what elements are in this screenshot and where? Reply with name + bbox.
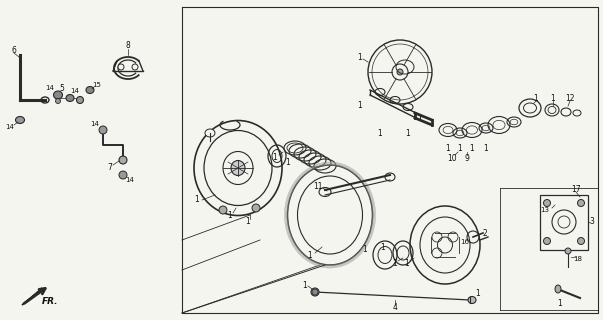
Text: 1: 1 xyxy=(534,93,538,102)
Text: 1: 1 xyxy=(245,218,250,227)
Text: 15: 15 xyxy=(93,82,101,88)
Circle shape xyxy=(119,156,127,164)
Text: 2: 2 xyxy=(482,228,487,237)
Text: 1: 1 xyxy=(286,157,291,166)
Circle shape xyxy=(252,204,260,212)
Text: 1: 1 xyxy=(458,143,463,153)
Text: 16: 16 xyxy=(461,239,470,245)
Text: 1: 1 xyxy=(303,281,308,290)
Text: 10: 10 xyxy=(447,154,457,163)
Text: 6: 6 xyxy=(11,45,16,54)
Text: 14: 14 xyxy=(90,121,99,127)
Text: 1: 1 xyxy=(405,259,409,268)
Text: 1: 1 xyxy=(476,289,481,298)
Text: 1: 1 xyxy=(358,100,362,109)
Ellipse shape xyxy=(231,161,245,175)
Circle shape xyxy=(543,199,551,206)
Ellipse shape xyxy=(205,129,215,137)
Ellipse shape xyxy=(311,288,319,296)
Text: 1: 1 xyxy=(406,129,411,138)
Text: 17: 17 xyxy=(571,185,581,194)
Text: 12: 12 xyxy=(565,93,575,102)
Ellipse shape xyxy=(86,86,94,93)
Text: 1: 1 xyxy=(558,300,563,308)
Text: 4: 4 xyxy=(393,303,397,313)
Text: 7: 7 xyxy=(107,163,112,172)
Text: 1: 1 xyxy=(195,196,200,204)
Text: 1: 1 xyxy=(308,251,312,260)
Text: 1: 1 xyxy=(273,153,277,162)
Text: 11: 11 xyxy=(313,181,323,190)
Text: 5: 5 xyxy=(60,84,65,92)
Ellipse shape xyxy=(66,94,74,101)
Polygon shape xyxy=(22,288,42,305)
Text: 3: 3 xyxy=(590,218,595,227)
Text: 9: 9 xyxy=(464,154,470,163)
Text: 14: 14 xyxy=(125,177,134,183)
Circle shape xyxy=(312,289,318,295)
Text: 1: 1 xyxy=(393,259,397,268)
Text: FR.: FR. xyxy=(42,298,58,307)
Text: 1: 1 xyxy=(446,143,450,153)
Text: 14: 14 xyxy=(5,124,14,130)
Circle shape xyxy=(565,248,571,254)
Ellipse shape xyxy=(77,97,83,103)
Text: 1: 1 xyxy=(362,245,367,254)
Text: 1: 1 xyxy=(470,143,475,153)
Text: 1: 1 xyxy=(227,211,232,220)
Ellipse shape xyxy=(555,285,561,293)
Text: 1: 1 xyxy=(484,143,488,153)
Circle shape xyxy=(543,237,551,244)
Circle shape xyxy=(119,171,127,179)
Bar xyxy=(540,195,588,250)
Circle shape xyxy=(118,64,124,70)
Circle shape xyxy=(397,69,403,75)
Circle shape xyxy=(99,126,107,134)
Text: 8: 8 xyxy=(125,41,130,50)
Text: 1: 1 xyxy=(551,93,555,102)
Text: 1: 1 xyxy=(358,52,362,61)
Text: 14: 14 xyxy=(46,85,54,91)
Text: 1: 1 xyxy=(377,129,382,138)
Ellipse shape xyxy=(55,99,60,103)
Text: 13: 13 xyxy=(540,207,549,213)
Ellipse shape xyxy=(54,91,63,99)
Text: 18: 18 xyxy=(573,256,582,262)
Circle shape xyxy=(578,237,584,244)
Ellipse shape xyxy=(16,116,25,124)
Ellipse shape xyxy=(468,297,476,303)
Text: 1: 1 xyxy=(380,244,385,252)
Circle shape xyxy=(132,64,138,70)
Circle shape xyxy=(578,199,584,206)
Circle shape xyxy=(219,206,227,214)
Text: 14: 14 xyxy=(71,88,80,94)
